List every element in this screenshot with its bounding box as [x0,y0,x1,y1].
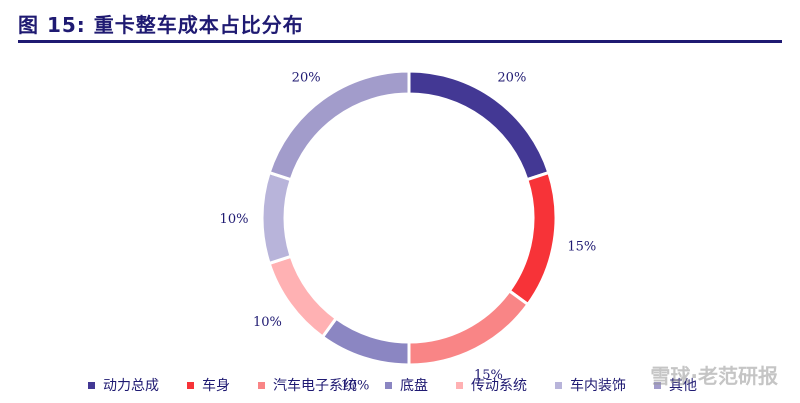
donut-slice [507,170,558,307]
donut-slice [267,69,411,182]
legend-swatch [88,381,95,389]
legend-swatch [187,381,194,389]
data-label: 20% [292,70,321,85]
data-label: 15% [474,368,503,383]
legend-item: 动力总成 [88,375,159,395]
legend-label: 汽车电子系统 [273,378,357,394]
legend-item: 传动系统 [456,375,527,395]
watermark: 雪球·老范研报 [650,364,778,388]
legend-swatch [654,381,661,389]
donut-slice [407,69,551,182]
legend-item: 底盘 [385,375,428,395]
data-label: 10% [340,378,369,393]
data-label: 10% [253,315,282,330]
data-label: 20% [497,70,526,85]
donut-slice [320,316,411,367]
chart-title: 图 15: 重卡整车成本占比分布 [18,12,304,37]
legend-item: 车身 [187,375,230,395]
legend-label: 传动系统 [471,378,527,394]
legend-label: 其他 [669,378,697,394]
title-bar: 图 15: 重卡整车成本占比分布 [18,6,782,43]
donut-slice [260,170,293,266]
legend-label: 车身 [202,378,230,394]
data-label: 10% [220,212,249,227]
legend-label: 动力总成 [103,378,159,394]
legend-item: 汽车电子系统 [258,375,357,395]
legend-label: 底盘 [400,378,428,394]
legend-swatch [258,381,265,389]
legend-swatch [385,381,392,389]
chart-legend: 动力总成 车身 汽车电子系统 底盘 传动系统 车内装饰 其他 [88,374,697,396]
legend-swatch [456,381,463,389]
legend-item: 其他 [654,375,697,395]
legend-swatch [555,381,562,389]
legend-label: 车内装饰 [570,378,626,394]
data-label: 15% [567,239,596,254]
legend-item: 车内装饰 [555,375,626,395]
donut-slice [407,288,531,367]
